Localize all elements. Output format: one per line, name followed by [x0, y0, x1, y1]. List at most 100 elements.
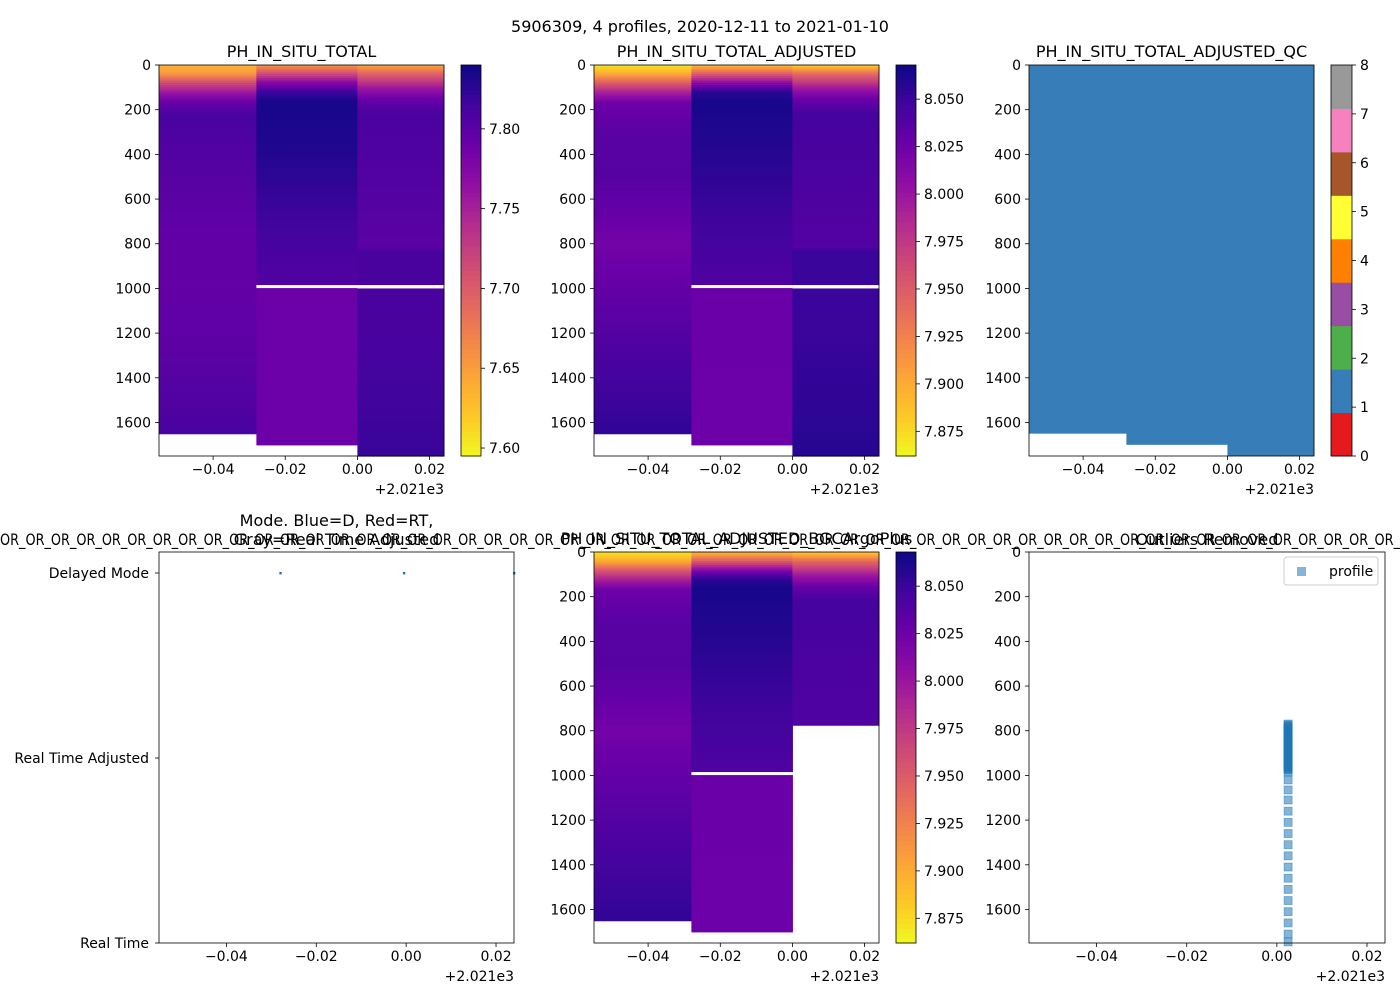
heat-cell: [159, 102, 257, 106]
colorbar-segment: [896, 358, 916, 364]
heat-cell: [792, 344, 880, 348]
heat-cell: [256, 201, 358, 205]
heat-cell: [691, 759, 793, 763]
heat-cell: [594, 690, 692, 694]
heat-cell: [792, 145, 880, 149]
heat-cell: [691, 650, 793, 654]
heat-cell: [594, 891, 692, 895]
heat-cell: [594, 353, 692, 357]
colorbar-segment: [896, 591, 916, 597]
heat-cell: [594, 212, 692, 216]
heat-cell: [594, 612, 692, 616]
heat-cell: [159, 371, 257, 374]
mode-point: [402, 572, 406, 575]
qc-column: [1029, 65, 1127, 434]
heat-cell: [256, 118, 358, 122]
heat-cell: [691, 668, 793, 672]
heat-cell: [159, 266, 257, 269]
colorbar-segment: [896, 113, 916, 120]
colorbar-segment: [461, 353, 481, 359]
heat-cell: [159, 147, 257, 151]
heat-cell: [159, 234, 257, 238]
heat-cell: [792, 94, 880, 97]
y-tick-label: 400: [124, 147, 151, 163]
colorbar-segment: [461, 172, 481, 179]
heat-cell: [594, 764, 692, 768]
heat-cell: [792, 219, 880, 222]
heat-cell: [594, 330, 692, 334]
outlier-point: [1283, 851, 1293, 861]
colorbar-segment: [461, 412, 481, 418]
heat-cell: [792, 679, 880, 683]
heat-cell: [594, 717, 692, 721]
heat-cell: [357, 152, 445, 155]
heat-cell: [594, 214, 692, 218]
heat-cell: [792, 690, 880, 694]
heat-cell: [256, 270, 358, 274]
heat-cell: [256, 102, 358, 106]
heat-cell: [594, 572, 692, 575]
heat-cell: [691, 297, 793, 301]
x-tick-label: −0.02: [264, 462, 307, 478]
heat-cell: [357, 252, 445, 256]
heat-cell: [691, 855, 793, 859]
heat-cell: [357, 364, 445, 368]
heat-cell: [792, 102, 880, 106]
heat-cell: [159, 422, 257, 426]
heat-cell: [792, 409, 880, 412]
heat-cell: [691, 288, 793, 292]
heat-cell: [256, 232, 358, 236]
colorbar-segment: [896, 196, 916, 203]
heat-cell: [594, 659, 692, 663]
heat-cell: [357, 118, 445, 122]
heat-cell: [594, 299, 692, 303]
heat-cell: [594, 201, 692, 205]
heat-cell: [594, 76, 692, 80]
heat-cell: [691, 755, 793, 759]
heat-cell: [792, 111, 880, 115]
heat-cell: [792, 196, 880, 200]
heat-cell: [792, 91, 880, 95]
heat-cell: [256, 424, 358, 428]
x-tick-label: 0.00: [777, 462, 808, 478]
heat-cell: [691, 418, 793, 421]
heat-cell: [357, 125, 445, 129]
outlier-point: [1283, 873, 1293, 883]
heat-cell: [256, 375, 358, 379]
heat-cell: [159, 216, 257, 220]
heat-cell: [159, 136, 257, 140]
heat-cell: [256, 371, 358, 374]
heat-cell: [357, 375, 445, 379]
heat-cell: [159, 426, 257, 430]
heat-cell: [792, 426, 880, 430]
heat-cell: [357, 254, 445, 258]
heat-cell: [594, 366, 692, 370]
heat-cell: [594, 167, 692, 171]
heat-cell: [357, 219, 445, 222]
heat-cell: [792, 203, 880, 207]
heat-cell: [594, 710, 692, 714]
heat-cell: [256, 174, 358, 178]
x-tick-label: 0.00: [1261, 949, 1292, 965]
heat-cell: [792, 558, 880, 562]
heat-cell: [691, 268, 793, 272]
colorbar-segment: [896, 762, 916, 768]
heat-cell: [357, 78, 445, 82]
y-tick-label: 1600: [550, 902, 586, 918]
heat-cell: [159, 125, 257, 129]
heat-cell: [691, 869, 793, 873]
heat-cell: [159, 290, 257, 294]
heat-cell: [691, 871, 793, 875]
y-tick-label: 800: [559, 237, 586, 253]
heat-cell: [691, 424, 793, 428]
heat-cell: [159, 286, 257, 290]
colorbar-segment: [896, 231, 916, 237]
heat-cell: [159, 388, 257, 392]
colorbar-segment: [896, 89, 916, 95]
heat-cell: [691, 744, 793, 747]
heat-cell: [594, 147, 692, 151]
heat-cell: [159, 138, 257, 142]
heat-cell: [357, 194, 445, 198]
heat-cell: [357, 216, 445, 220]
